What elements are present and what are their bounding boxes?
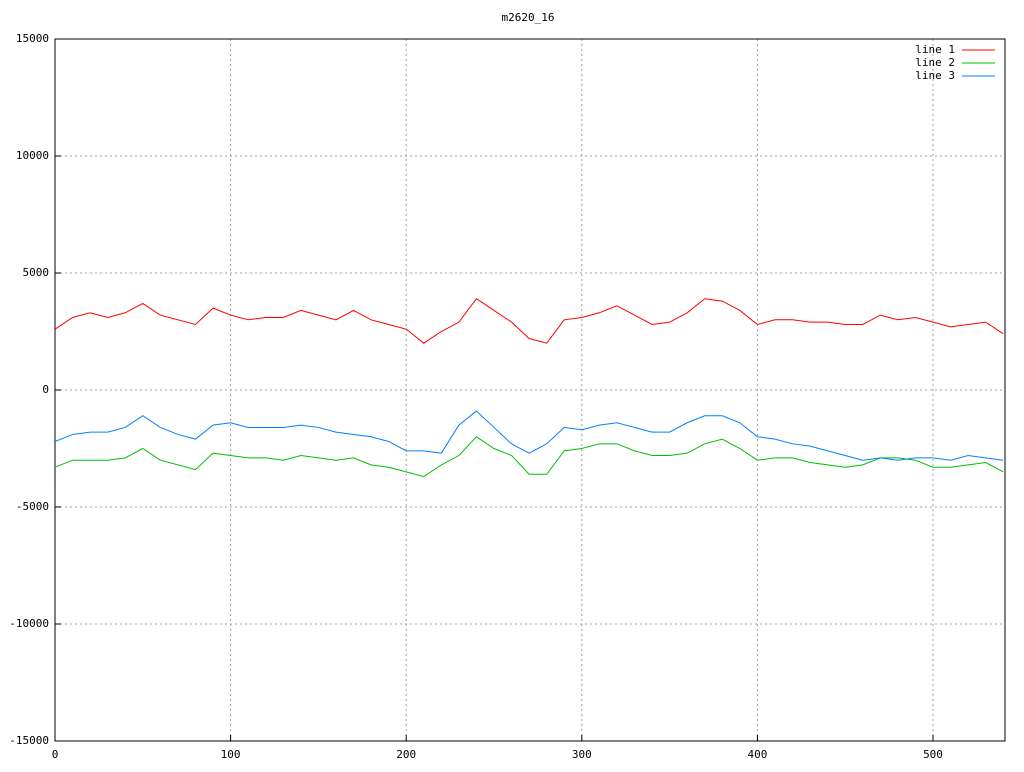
series-line: [54, 436, 1004, 478]
chart-title: m2620_16: [502, 11, 555, 24]
x-tick-label: 200: [396, 748, 416, 761]
x-tick-label: 0: [52, 748, 59, 761]
legend-label: line 1: [915, 43, 955, 56]
legend-label: line 2: [915, 56, 955, 69]
x-tick-label: 300: [572, 748, 592, 761]
series-line: [54, 298, 1004, 344]
y-tick-label: 0: [42, 383, 49, 396]
plot-frame: [54, 38, 1006, 742]
x-tick-label: 400: [747, 748, 767, 761]
y-tick-label: -15000: [9, 734, 49, 747]
legend-label: line 3: [915, 69, 955, 82]
y-tick-label: 15000: [16, 32, 49, 45]
y-tick-label: -10000: [9, 617, 49, 630]
x-tick-label: 100: [221, 748, 241, 761]
y-tick-label: -5000: [16, 500, 49, 513]
y-tick-label: 5000: [23, 266, 50, 279]
x-tick-label: 500: [923, 748, 943, 761]
y-tick-label: 10000: [16, 149, 49, 162]
series-line: [54, 410, 1004, 461]
